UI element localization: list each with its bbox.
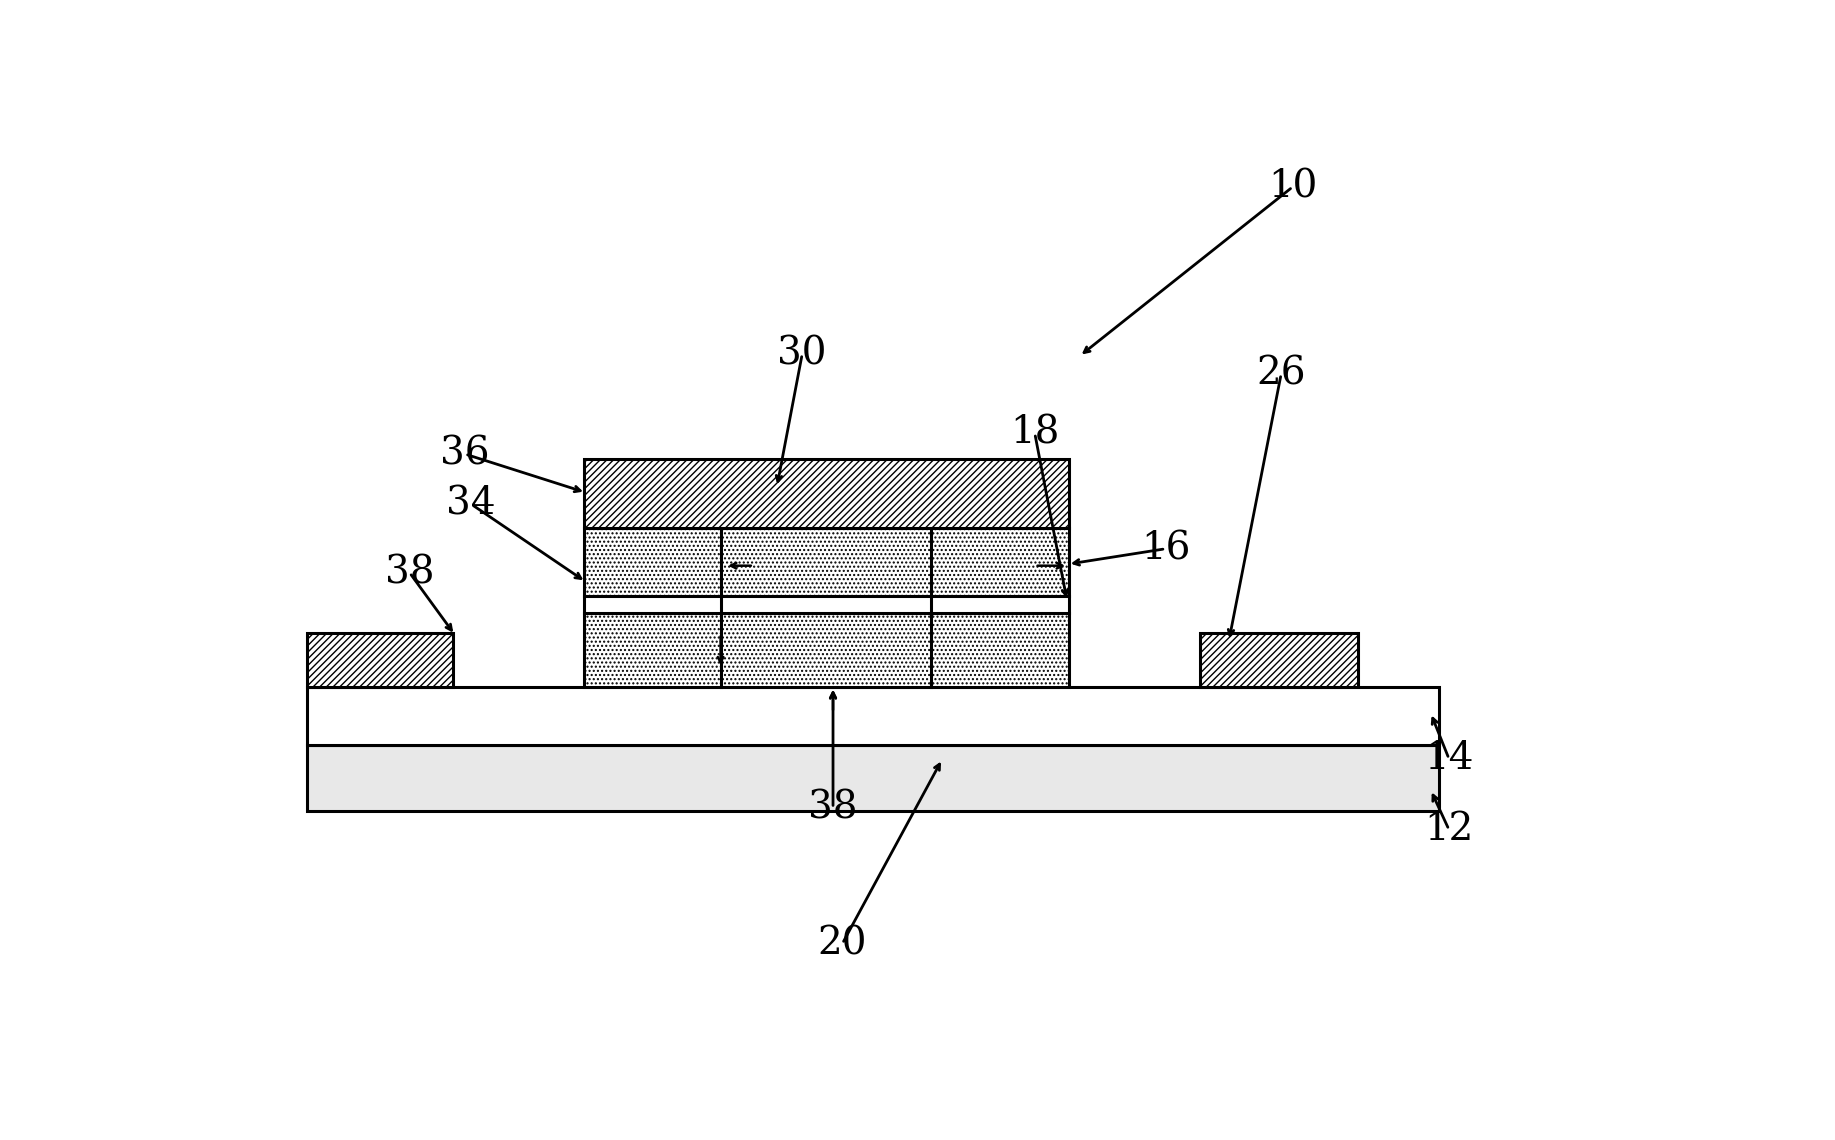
Text: 18: 18 bbox=[1009, 415, 1059, 451]
Text: 20: 20 bbox=[818, 926, 866, 962]
Bar bbox=[1200, 634, 1358, 687]
Bar bbox=[306, 746, 1439, 811]
Bar bbox=[584, 528, 1070, 596]
Text: 38: 38 bbox=[807, 790, 857, 826]
Text: 16: 16 bbox=[1141, 530, 1191, 568]
Text: 34: 34 bbox=[446, 486, 495, 522]
Text: 36: 36 bbox=[440, 435, 490, 473]
Bar bbox=[306, 687, 1439, 746]
Text: 10: 10 bbox=[1268, 169, 1318, 205]
Text: 30: 30 bbox=[778, 335, 828, 373]
Bar bbox=[584, 596, 1070, 612]
Text: 38: 38 bbox=[385, 554, 435, 592]
Text: 26: 26 bbox=[1257, 356, 1307, 392]
Text: 14: 14 bbox=[1424, 741, 1474, 777]
Bar bbox=[306, 634, 453, 687]
Bar bbox=[584, 458, 1070, 528]
Text: 12: 12 bbox=[1424, 812, 1474, 848]
Bar bbox=[584, 612, 1070, 687]
